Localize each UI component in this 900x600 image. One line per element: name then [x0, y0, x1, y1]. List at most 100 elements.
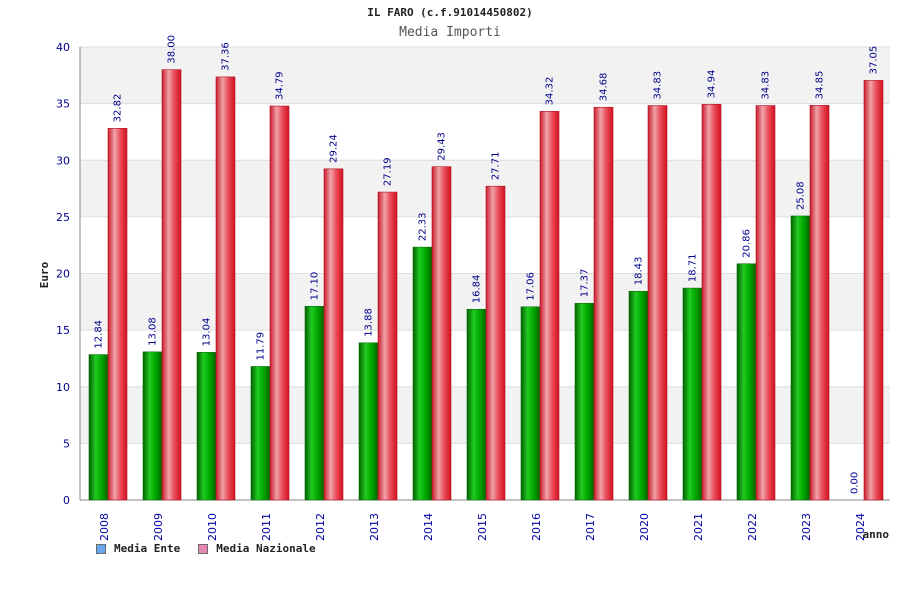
bar-media-nazionale — [701, 104, 722, 501]
bar-media-nazionale — [107, 128, 128, 501]
y-tick-labels: 0 5 10 15 20 25 30 35 40 — [56, 41, 70, 507]
legend-swatch-media-nazionale — [198, 543, 209, 554]
legend-label-media-nazionale: Media Nazionale — [216, 542, 316, 555]
bar-label-media-ente: 25.08 — [796, 181, 807, 210]
bar-media-nazionale — [755, 105, 776, 501]
y-tick-label: 20 — [56, 268, 70, 281]
bar-media-nazionale — [485, 185, 506, 501]
background-band — [80, 160, 890, 217]
legend-swatch-media-ente — [96, 543, 106, 554]
bar-media-ente — [412, 246, 433, 501]
x-tick-label: 2023 — [800, 513, 813, 541]
x-tick-label: 2012 — [314, 513, 327, 541]
bar-media-nazionale — [647, 105, 668, 501]
y-axis-label: Euro — [38, 261, 51, 288]
bar-media-ente — [142, 351, 163, 501]
y-tick-label: 35 — [56, 98, 70, 111]
x-tick-labels: 2008 2009 2010 2011 2012 2013 2014 2015 2016 2017… — [98, 513, 867, 541]
bar-media-ente — [574, 302, 595, 501]
bar-label-media-ente: 18.43 — [634, 257, 645, 286]
x-tick-label: 2021 — [692, 513, 705, 541]
bar-media-nazionale — [269, 105, 290, 501]
x-axis-label: anno — [863, 528, 890, 541]
bar-label-media-ente: 22.33 — [418, 212, 429, 241]
bar-label-media-nazionale: 37.36 — [221, 42, 232, 71]
bar-media-nazionale — [593, 106, 614, 501]
bar-label-media-ente: 13.88 — [364, 308, 375, 337]
bar-media-nazionale — [539, 111, 560, 501]
bar-label-media-nazionale: 29.43 — [437, 132, 448, 161]
chart-title: IL FARO (c.f.91014450802) — [367, 6, 533, 19]
bar-label-media-nazionale: 29.24 — [329, 134, 340, 163]
bar-label-media-ente: 18.71 — [688, 253, 699, 282]
bar-label-media-ente: 0.00 — [850, 472, 861, 494]
bar-media-ente — [466, 308, 487, 501]
bar-media-ente — [682, 287, 703, 501]
bar-media-ente — [88, 354, 109, 501]
x-tick-label: 2017 — [584, 513, 597, 541]
x-tick-label: 2010 — [206, 513, 219, 541]
bar-media-ente — [196, 352, 217, 501]
bar-label-media-nazionale: 34.85 — [815, 71, 826, 100]
bar-label-media-ente: 12.84 — [94, 320, 105, 349]
y-tick-label: 5 — [63, 437, 70, 450]
bar-value-labels: 12.84 32.82 13.08 38.00 13.04 37.36 11.79 34.79… — [94, 35, 880, 494]
bar-media-ente — [736, 263, 757, 501]
x-tick-label: 2011 — [260, 513, 273, 541]
bar-label-media-nazionale: 38.00 — [167, 35, 178, 64]
bar-label-media-ente: 16.84 — [472, 275, 483, 304]
bar-media-ente — [304, 306, 325, 501]
bar-label-media-nazionale: 27.71 — [491, 152, 502, 181]
background-band — [80, 103, 890, 161]
x-tick-label: 2014 — [422, 513, 435, 541]
bar-media-ente — [250, 366, 271, 501]
bar-media-nazionale — [809, 105, 830, 501]
bar-label-media-ente: 17.06 — [526, 272, 537, 301]
legend: Media Ente Media Nazionale — [96, 542, 316, 555]
chart-subtitle: Media Importi — [399, 25, 501, 40]
y-tick-label: 10 — [56, 381, 70, 394]
y-tick-label: 0 — [63, 494, 70, 507]
y-tick-label: 15 — [56, 324, 70, 337]
bar-label-media-nazionale: 32.82 — [113, 94, 124, 123]
bar-media-nazionale — [431, 166, 452, 501]
bar-media-ente — [628, 290, 649, 501]
bar-label-media-nazionale: 34.68 — [599, 73, 610, 102]
bars — [88, 69, 884, 501]
x-tick-label: 2016 — [530, 513, 543, 541]
bar-label-media-nazionale: 34.94 — [707, 70, 718, 99]
bar-label-media-nazionale: 27.19 — [383, 157, 394, 186]
x-tick-label: 2022 — [746, 513, 759, 541]
bar-label-media-ente: 20.86 — [742, 229, 753, 258]
legend-item-media-ente: Media Ente — [96, 542, 180, 555]
bar-label-media-ente: 13.04 — [202, 318, 213, 347]
bar-label-media-nazionale: 34.83 — [761, 71, 772, 100]
bar-media-ente — [790, 215, 811, 501]
bar-label-media-nazionale: 34.83 — [653, 71, 664, 100]
bar-media-nazionale — [323, 168, 344, 501]
bar-label-media-ente: 13.08 — [148, 317, 159, 346]
legend-label-media-ente: Media Ente — [114, 542, 181, 555]
y-tick-label: 25 — [56, 211, 70, 224]
x-tick-label: 2009 — [152, 513, 165, 541]
bar-media-ente — [520, 306, 541, 501]
bar-label-media-nazionale: 34.79 — [275, 71, 286, 100]
bar-label-media-ente: 11.79 — [256, 332, 267, 361]
bar-media-ente — [358, 342, 379, 501]
bar-label-media-ente: 17.10 — [310, 272, 321, 301]
y-tick-label: 40 — [56, 41, 70, 54]
y-tick-label: 30 — [56, 154, 70, 167]
x-tick-label: 2020 — [638, 513, 651, 541]
bar-label-media-nazionale: 34.32 — [545, 77, 556, 106]
bar-media-nazionale — [863, 80, 884, 501]
x-tick-label: 2013 — [368, 513, 381, 541]
x-tick-label: 2015 — [476, 513, 489, 541]
bar-media-nazionale — [215, 76, 236, 501]
bar-label-media-ente: 17.37 — [580, 269, 591, 298]
x-tick-label: 2024 — [854, 513, 867, 541]
legend-item-media-nazionale: Media Nazionale — [198, 542, 316, 555]
bar-media-nazionale — [377, 191, 398, 501]
bar-media-nazionale — [161, 69, 182, 501]
